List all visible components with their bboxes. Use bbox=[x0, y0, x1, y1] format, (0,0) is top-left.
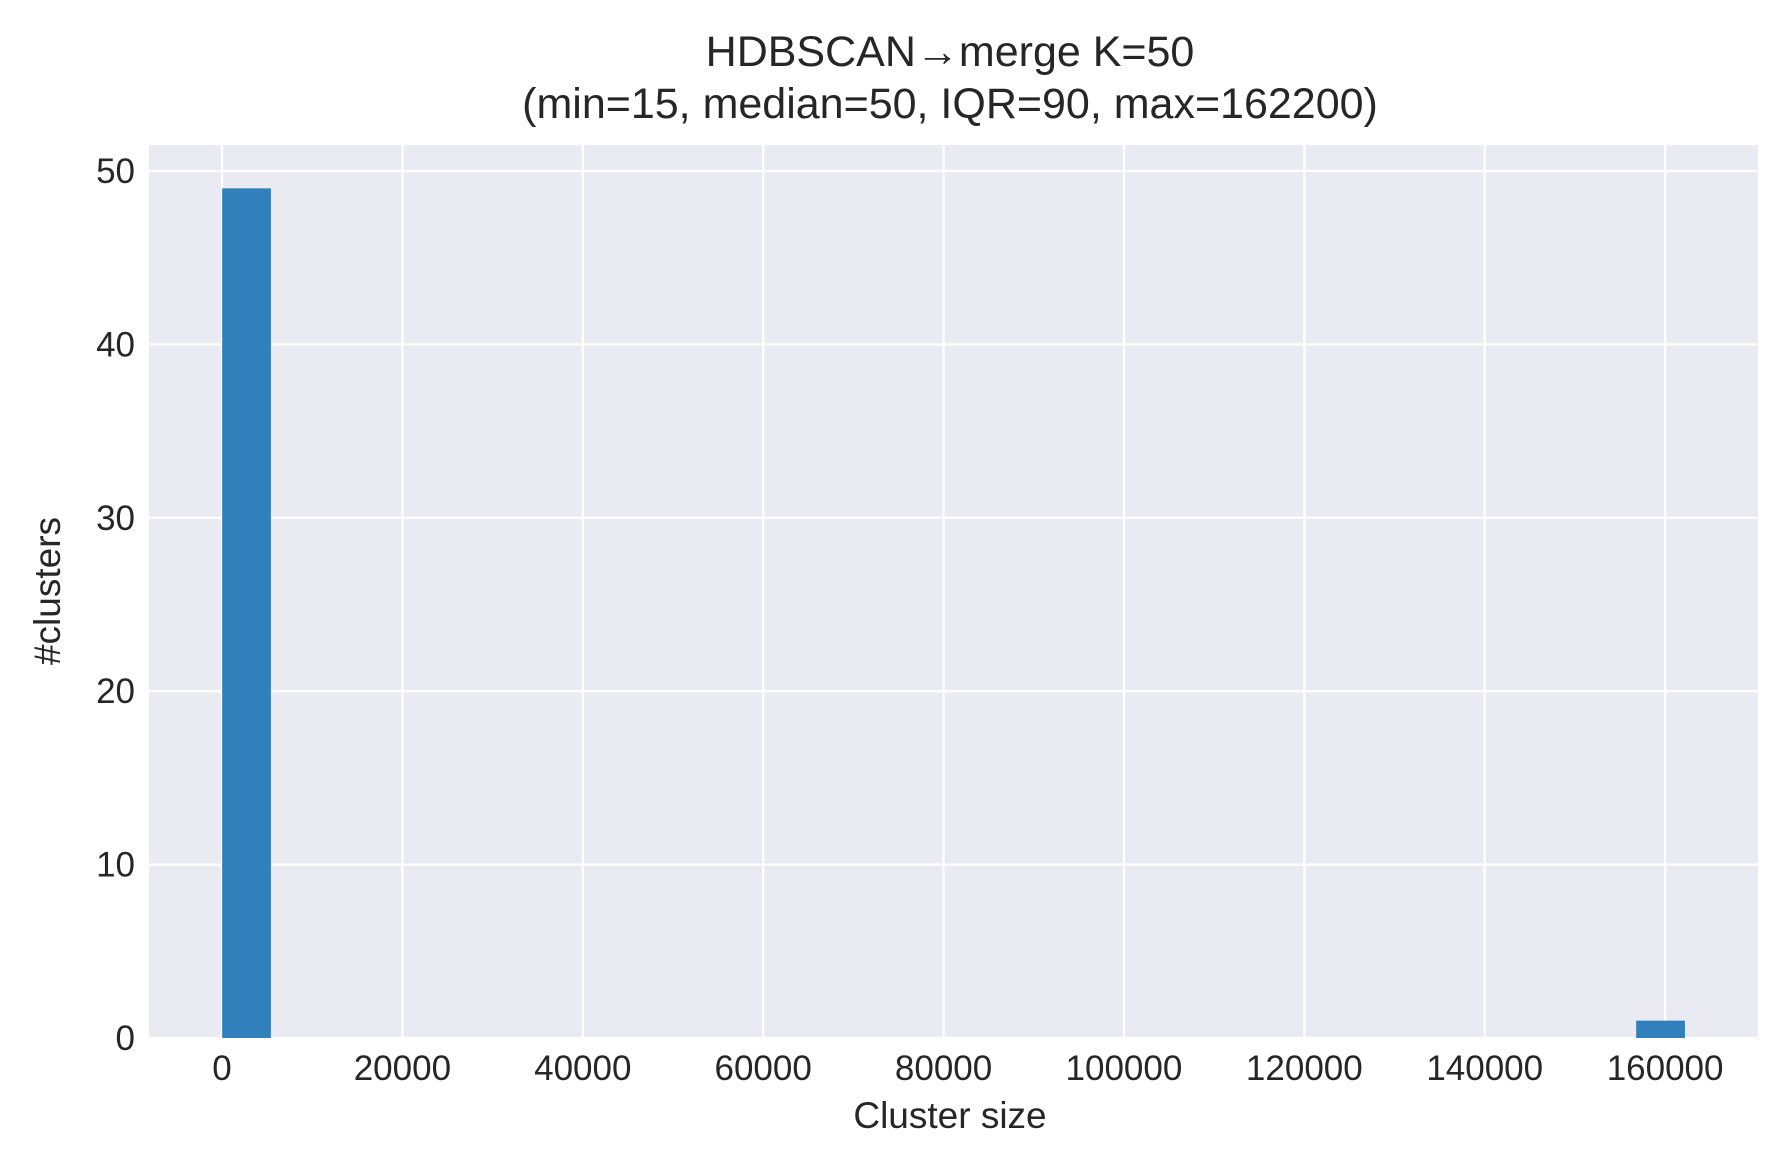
x-tick-label: 0 bbox=[212, 1049, 231, 1088]
chart-title: HDBSCAN→merge K=50 bbox=[706, 28, 1195, 76]
y-tick-label: 0 bbox=[116, 1019, 135, 1058]
y-tick-label: 40 bbox=[96, 325, 135, 364]
x-tick-labels: 0 20000 40000 60000 80000 100000 120000 140000 1… bbox=[212, 1049, 1723, 1088]
x-tick-label: 80000 bbox=[895, 1049, 992, 1088]
y-tick-label: 10 bbox=[96, 846, 135, 885]
y-tick-label: 30 bbox=[96, 499, 135, 538]
x-tick-label: 100000 bbox=[1066, 1049, 1183, 1088]
y-axis-label: #clusters bbox=[27, 517, 68, 665]
x-axis-label: Cluster size bbox=[853, 1095, 1046, 1136]
x-tick-label: 20000 bbox=[354, 1049, 451, 1088]
chart-subtitle: (min=15, median=50, IQR=90, max=162200) bbox=[522, 80, 1378, 128]
bars bbox=[222, 188, 1685, 1039]
y-tick-label: 50 bbox=[96, 152, 135, 191]
y-tick-labels: 0 10 20 30 40 50 bbox=[96, 152, 135, 1058]
plot-area bbox=[149, 145, 1758, 1038]
histogram-bar-0 bbox=[222, 188, 271, 1039]
x-tick-label: 140000 bbox=[1426, 1049, 1543, 1088]
x-tick-label: 60000 bbox=[715, 1049, 812, 1088]
grid-lines bbox=[149, 145, 1758, 1040]
histogram-bar-1 bbox=[1636, 1020, 1685, 1038]
x-tick-label: 160000 bbox=[1607, 1049, 1724, 1088]
x-tick-label: 40000 bbox=[534, 1049, 631, 1088]
x-tick-label: 120000 bbox=[1246, 1049, 1363, 1088]
y-tick-label: 20 bbox=[96, 672, 135, 711]
